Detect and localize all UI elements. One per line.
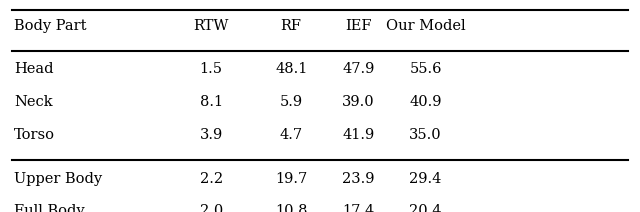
Text: Full Body: Full Body [14, 204, 84, 212]
Text: 40.9: 40.9 [410, 95, 442, 109]
Text: Our Model: Our Model [386, 19, 465, 33]
Text: 35.0: 35.0 [410, 128, 442, 142]
Text: 20.4: 20.4 [410, 204, 442, 212]
Text: 3.9: 3.9 [200, 128, 223, 142]
Text: 17.4: 17.4 [342, 204, 374, 212]
Text: 47.9: 47.9 [342, 62, 374, 77]
Text: 1.5: 1.5 [200, 62, 223, 77]
Text: 55.6: 55.6 [410, 62, 442, 77]
Text: Body Part: Body Part [14, 19, 86, 33]
Text: IEF: IEF [345, 19, 372, 33]
Text: 4.7: 4.7 [280, 128, 303, 142]
Text: RF: RF [281, 19, 301, 33]
Text: 10.8: 10.8 [275, 204, 307, 212]
Text: 29.4: 29.4 [410, 172, 442, 186]
Text: 23.9: 23.9 [342, 172, 374, 186]
Text: RTW: RTW [193, 19, 229, 33]
Text: 19.7: 19.7 [275, 172, 307, 186]
Text: Torso: Torso [14, 128, 55, 142]
Text: 5.9: 5.9 [280, 95, 303, 109]
Text: Head: Head [14, 62, 54, 77]
Text: 8.1: 8.1 [200, 95, 223, 109]
Text: 41.9: 41.9 [342, 128, 374, 142]
Text: 48.1: 48.1 [275, 62, 307, 77]
Text: 2.2: 2.2 [200, 172, 223, 186]
Text: 39.0: 39.0 [342, 95, 374, 109]
Text: Upper Body: Upper Body [14, 172, 102, 186]
Text: 2.0: 2.0 [200, 204, 223, 212]
Text: Neck: Neck [14, 95, 52, 109]
